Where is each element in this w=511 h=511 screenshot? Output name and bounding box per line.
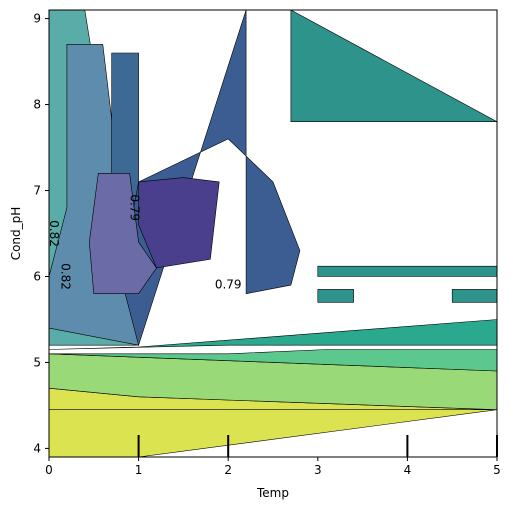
contour-region-5 bbox=[317, 265, 497, 277]
contour-labels: 0.79 0.79 0.82 0.82 bbox=[47, 194, 242, 291]
x-tick-label-0: 0 bbox=[45, 463, 53, 477]
plot-frame bbox=[48, 9, 498, 458]
y-axis-label: Cond_pH bbox=[9, 207, 23, 261]
contour-label-2: 0.82 bbox=[47, 220, 61, 247]
contour-region-0 bbox=[49, 409, 497, 457]
y-tick-label-0: 4 bbox=[33, 441, 41, 455]
y-tick-label-5: 9 bbox=[33, 12, 41, 26]
y-tick-label-1: 5 bbox=[33, 355, 41, 369]
contour-region-3 bbox=[49, 349, 497, 372]
x-axis-ticks: 0 1 2 3 4 5 bbox=[45, 457, 501, 477]
y-tick-label-2: 6 bbox=[33, 269, 41, 283]
y-tick-label-4: 8 bbox=[33, 98, 41, 112]
x-axis-label: Temp bbox=[256, 486, 289, 500]
x-tick-label-1: 1 bbox=[135, 463, 143, 477]
contour-label-3: 0.82 bbox=[59, 263, 73, 290]
contour-region-2 bbox=[49, 353, 497, 411]
contour-label-0: 0.79 bbox=[128, 194, 142, 221]
contour-region-12 bbox=[120, 10, 301, 347]
x-tick-label-4: 4 bbox=[404, 463, 412, 477]
y-axis-ticks: 4 5 6 7 8 9 bbox=[33, 12, 49, 455]
y-tick-label-3: 7 bbox=[33, 184, 41, 198]
contour-label-1: 0.79 bbox=[215, 278, 242, 292]
contour-regions bbox=[49, 10, 497, 457]
contour-region-13 bbox=[88, 173, 157, 295]
x-tick-label-2: 2 bbox=[224, 463, 232, 477]
x-tick-label-3: 3 bbox=[314, 463, 322, 477]
contour-region-14 bbox=[138, 177, 220, 269]
contour-region-4 bbox=[49, 319, 497, 350]
contour-region-7 bbox=[451, 289, 497, 303]
contour-region-6 bbox=[317, 289, 354, 303]
x-tick-label-5: 5 bbox=[493, 463, 501, 477]
contour-region-8 bbox=[290, 10, 497, 122]
